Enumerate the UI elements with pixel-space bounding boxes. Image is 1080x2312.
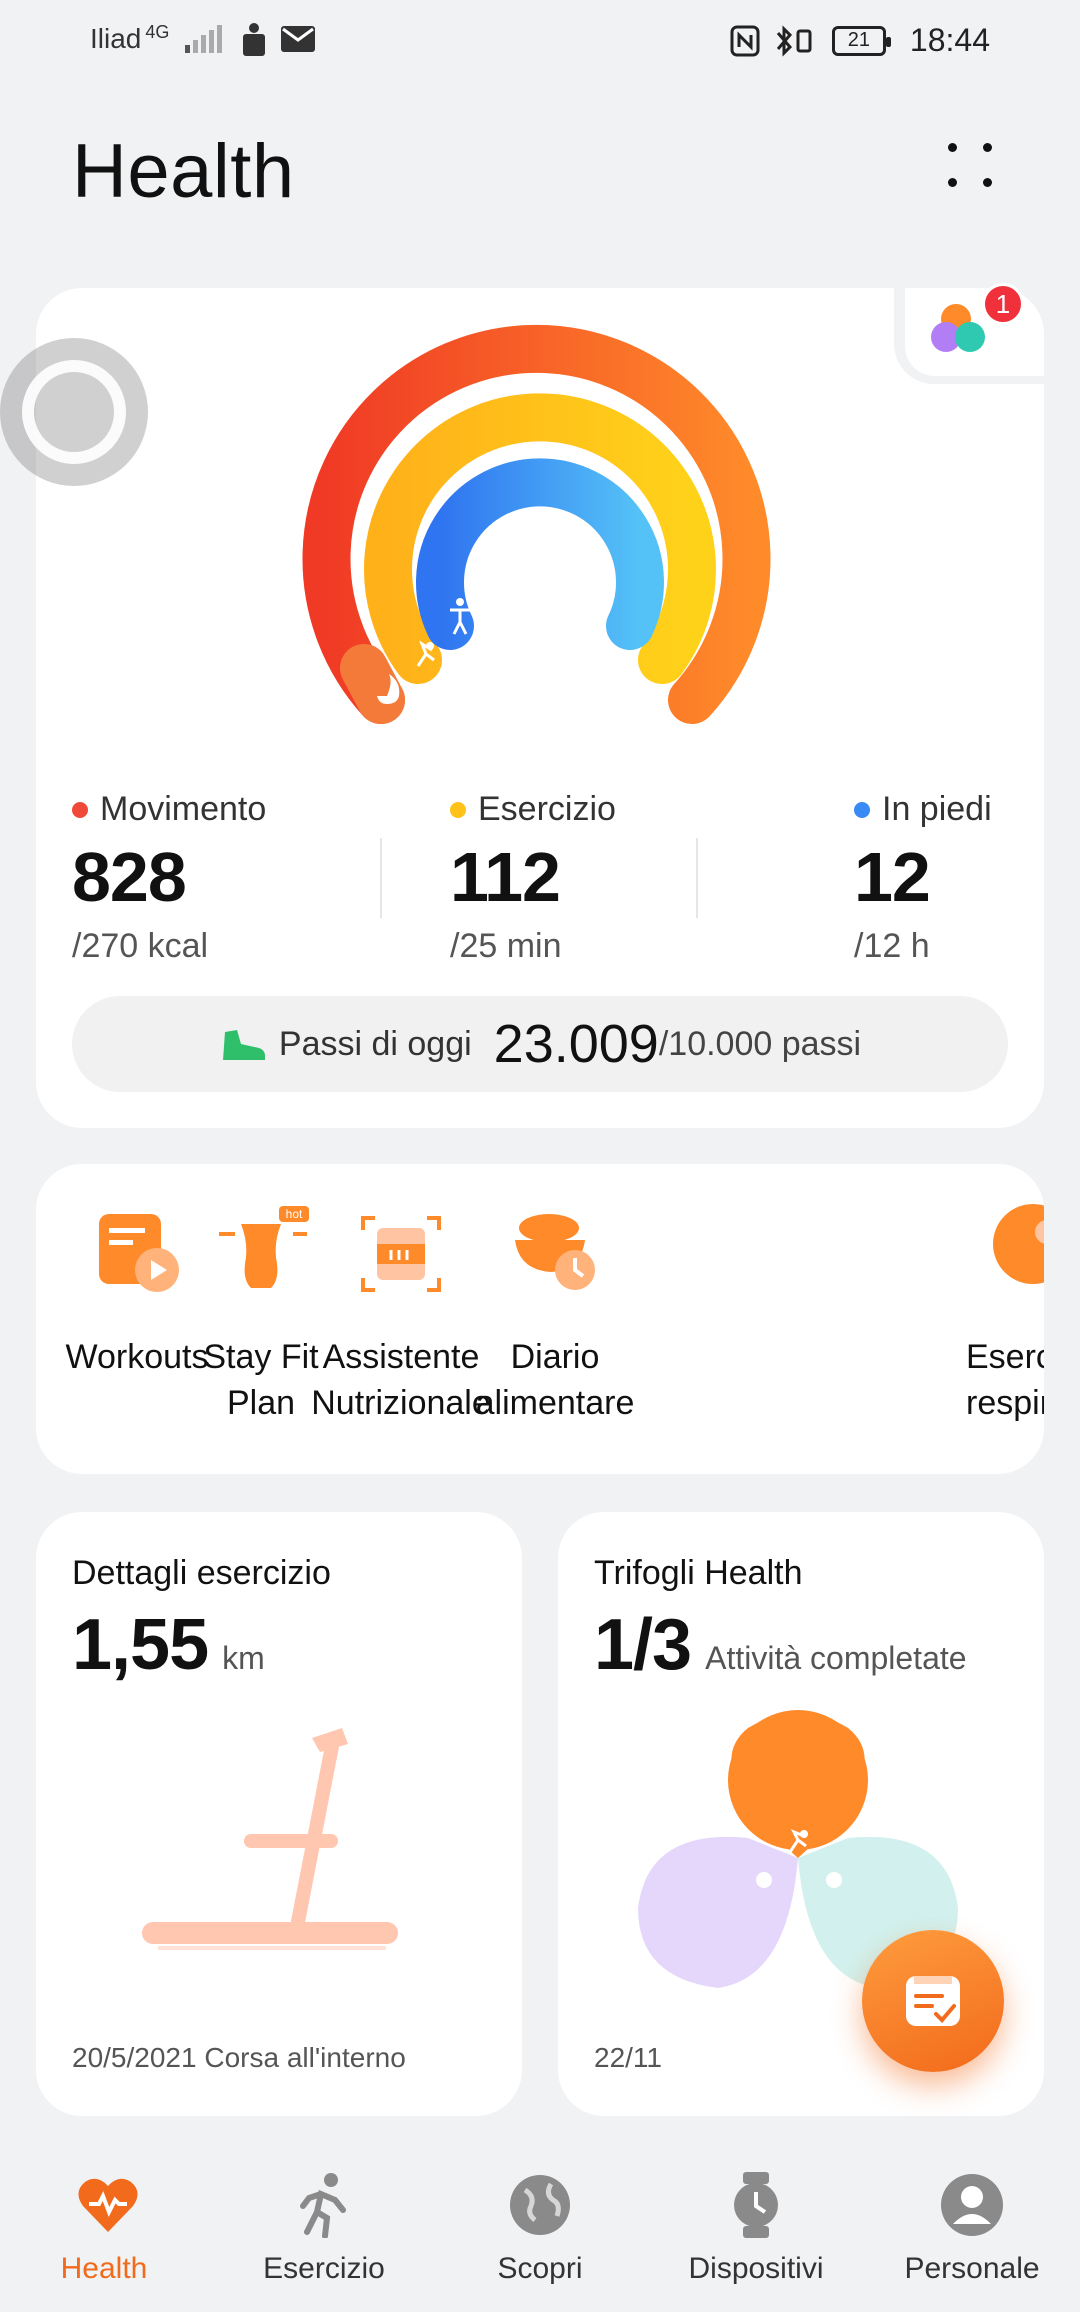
exercise-distance-value: 1,55: [72, 1605, 209, 1685]
bottom-navigation: Health Esercizio Scopri Di: [0, 2150, 1080, 2312]
trefoil-footer: 22/11: [594, 2042, 662, 2073]
nav-health[interactable]: Health: [0, 2172, 216, 2286]
shoe-icon: [222, 1030, 265, 1060]
mood-icon: [826, 1872, 842, 1888]
exercise-details-card[interactable]: Dettagli esercizio 1,55 km 20/5/2021 Cor…: [36, 1512, 522, 2116]
standing-person-icon: [450, 598, 470, 635]
trefoil-value: 1/3: [594, 1605, 692, 1685]
nav-label: Scopri: [497, 2252, 583, 2285]
move-goal: /270 kcal: [72, 927, 209, 965]
running-icon: [416, 640, 435, 667]
divider: [380, 838, 382, 918]
clock: 18:44: [909, 22, 990, 58]
notification-badge: 1: [982, 283, 1024, 325]
stand-ring: [416, 458, 664, 650]
move-metric[interactable]: Movimento 828 /270 kcal: [72, 790, 266, 966]
person-icon: [939, 2172, 1005, 2238]
shortcuts-card: Workouts hot Stay Fit Plan Assistente Nutr…: [36, 1164, 1044, 1474]
nav-personal[interactable]: Personale: [864, 2172, 1080, 2286]
flame-icon: [377, 674, 400, 704]
move-value: 828: [72, 838, 187, 916]
nav-devices[interactable]: Dispositivi: [648, 2172, 864, 2286]
exercise-distance-unit: km: [222, 1640, 265, 1676]
exercise-goal: /25 min: [450, 927, 562, 965]
running-icon: [788, 1829, 808, 1853]
breathing-icon: [973, 1204, 1044, 1304]
shortcut-nutrition-assistant[interactable]: Assistente Nutrizionale: [296, 1204, 506, 1426]
stay-fit-icon: hot: [211, 1204, 311, 1304]
exercise-ring: [364, 393, 716, 684]
nfc-icon: [730, 25, 760, 56]
person-status-icon: [243, 23, 266, 56]
shortcut-label: Assistente: [322, 1338, 480, 1376]
watch-icon: [723, 2172, 789, 2238]
exercise-details-title: Dettagli esercizio: [72, 1554, 331, 1592]
move-ring: [302, 324, 771, 724]
exercise-metric[interactable]: Esercizio 112 /25 min: [450, 790, 616, 966]
shortcut-label: alimentare: [475, 1384, 635, 1422]
hot-badge: hot: [286, 1207, 303, 1221]
shortcut-label: Workouts: [65, 1338, 209, 1376]
activity-rings[interactable]: [290, 318, 790, 758]
stand-metric[interactable]: In piedi 12 /12 h: [854, 790, 992, 966]
shortcut-food-diary[interactable]: Diario alimentare: [450, 1204, 660, 1426]
steps-summary[interactable]: Passi di oggi 23.009 /10.000 passi: [72, 996, 1008, 1092]
stand-value: 12: [854, 838, 931, 916]
steps-goal: /10.000 passi: [658, 1024, 862, 1063]
running-icon: [291, 2172, 357, 2239]
shortcut-label: Plan: [226, 1384, 296, 1422]
shortcut-workouts[interactable]: Workouts: [36, 1204, 242, 1380]
steps-value: 23.009: [493, 1014, 659, 1074]
treadmill-icon: [142, 1728, 398, 1950]
carrier-label: Iliad: [90, 23, 142, 54]
shortcut-label: Stay Fit: [203, 1338, 319, 1376]
globe-icon: [507, 2172, 573, 2238]
page-title: Health: [72, 129, 295, 214]
signal-icon: [185, 25, 223, 53]
stand-label: In piedi: [882, 790, 992, 828]
steps-label: Passi di oggi: [278, 1024, 472, 1063]
record-fab-button[interactable]: [862, 1930, 1004, 2072]
workouts-icon: [87, 1204, 187, 1304]
sleep-icon: [756, 1872, 772, 1888]
trefoil-shortcut-button[interactable]: [905, 288, 1044, 376]
floating-assistive-button[interactable]: [0, 338, 148, 486]
mail-icon: [281, 26, 316, 52]
nav-exercise[interactable]: Esercizio: [216, 2172, 432, 2286]
shortcut-label: Nutrizionale: [311, 1384, 491, 1422]
shortcut-label: Eserc: [966, 1338, 1044, 1376]
more-options-button[interactable]: [940, 135, 1000, 195]
nav-discover[interactable]: Scopri: [432, 2172, 648, 2286]
status-bar: Iliad 4G 21 18:44: [0, 0, 1080, 80]
heart-icon: [75, 2172, 141, 2238]
battery-indicator: 21: [831, 25, 891, 56]
bluetooth-vibrate-icon: [776, 24, 812, 57]
shortcut-label: respira: [966, 1384, 1044, 1422]
nutrition-scan-icon: [351, 1204, 451, 1304]
exercise-label: Esercizio: [478, 790, 616, 828]
exercise-value: 112: [450, 838, 561, 916]
divider: [696, 838, 698, 918]
nav-label: Esercizio: [263, 2252, 385, 2285]
trefoil-unit: Attività completate: [705, 1640, 967, 1676]
nav-label: Personale: [904, 2252, 1040, 2285]
shortcut-breathing-exercise[interactable]: Eserc respira: [918, 1204, 1044, 1426]
network-label: 4G: [145, 21, 170, 42]
nav-label: Health: [60, 2252, 148, 2285]
exercise-details-footer: 20/5/2021 Corsa all'interno: [72, 2042, 406, 2073]
move-label: Movimento: [100, 790, 267, 828]
food-diary-icon: [505, 1204, 605, 1304]
shortcut-label: Diario: [510, 1338, 600, 1376]
shortcut-stay-fit-plan[interactable]: hot Stay Fit Plan: [156, 1204, 366, 1426]
clipboard-check-icon: [906, 1976, 960, 2026]
nav-label: Dispositivi: [688, 2252, 824, 2285]
stand-goal: /12 h: [854, 927, 930, 965]
trefoil-title: Trifogli Health: [594, 1554, 803, 1592]
